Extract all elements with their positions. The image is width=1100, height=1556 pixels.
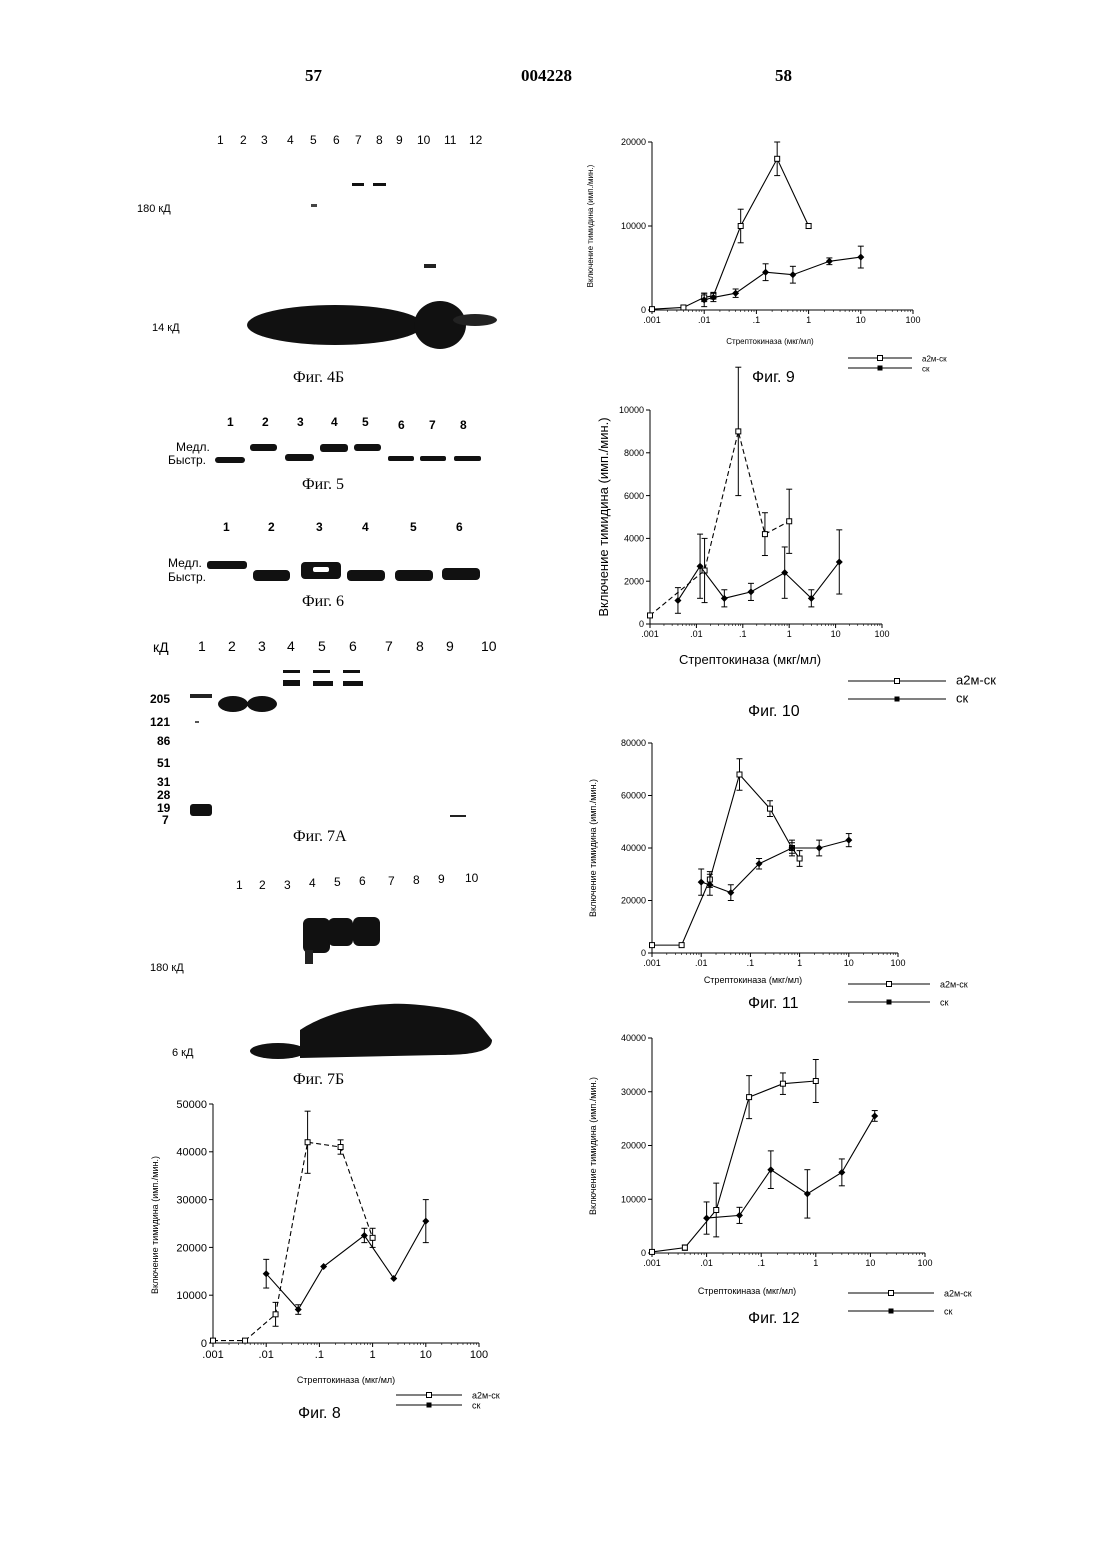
fig12-x-tick-label: 100 [917, 1258, 932, 1268]
fig12-y-tick-label: 30000 [621, 1087, 646, 1097]
fig12-series-2-line [707, 1116, 875, 1218]
fig12-legend-label-1: а2м-ск [944, 1289, 972, 1299]
fig12-series-2-point [804, 1190, 811, 1197]
fig12-series-1-point [780, 1081, 785, 1086]
fig12-series-1-line [652, 1081, 816, 1252]
fig12-x-tick-label: .01 [700, 1258, 713, 1268]
fig12-y-tick-label: 0 [641, 1248, 646, 1258]
fig12-x-tick-label: 1 [813, 1258, 818, 1268]
fig12-x-tick-label: 10 [865, 1258, 875, 1268]
fig12-series-1-point [714, 1208, 719, 1213]
fig12-legend-marker-2 [889, 1309, 894, 1314]
fig12-caption: Фиг. 12 [748, 1310, 800, 1327]
fig12-x-axis-label: Стрептокиназа (мкг/мл) [698, 1286, 796, 1296]
fig12-series-2-point [736, 1212, 743, 1219]
fig12-series-2-point [767, 1166, 774, 1173]
fig12-series-1-point [813, 1079, 818, 1084]
fig12-series-1-point [747, 1095, 752, 1100]
fig12-legend-label-2: ск [944, 1307, 953, 1317]
fig12-y-tick-label: 20000 [621, 1141, 646, 1151]
fig12-series-2-point [703, 1215, 710, 1222]
fig12-x-tick-label: .1 [757, 1258, 765, 1268]
fig12-y-tick-label: 40000 [621, 1033, 646, 1043]
fig12-series-2-point [871, 1112, 878, 1119]
fig12-legend-marker-1 [889, 1291, 894, 1296]
fig12-series-1-point [650, 1249, 655, 1254]
fig12-y-axis-label: Включение тимидина (имп./мин.) [588, 1077, 598, 1215]
fig12-x-tick-label: .001 [643, 1258, 661, 1268]
fig12-series-2-point [838, 1169, 845, 1176]
fig12-y-tick-label: 10000 [621, 1194, 646, 1204]
fig12-series-1-point [682, 1245, 687, 1250]
